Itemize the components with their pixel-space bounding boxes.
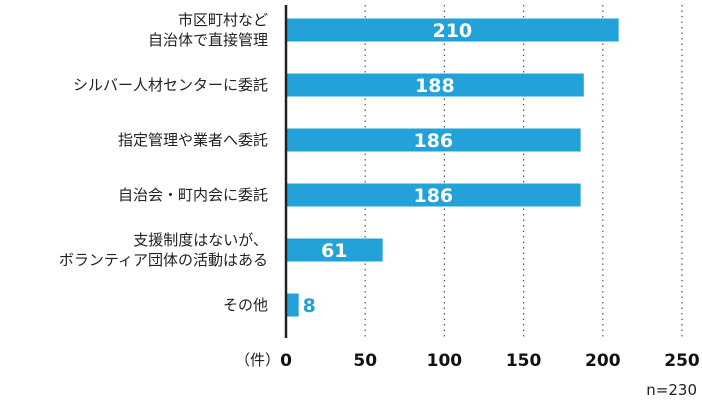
sample-size-note: n=230 [646, 381, 697, 399]
x-tick-label: 250 [664, 351, 700, 371]
bar [286, 238, 383, 262]
category-label: 指定管理や業者へ委託 [118, 131, 268, 149]
data-label: 186 [413, 185, 453, 207]
category-label: 自治会・町内会に委託 [118, 186, 268, 204]
x-tick-labels: 0 50 100 150 200 250 [280, 351, 700, 371]
data-label: 188 [415, 75, 455, 97]
data-label: 210 [432, 20, 472, 42]
x-axis-unit-label: （件） [235, 351, 280, 369]
category-label: ボランティア団体の活動はある [59, 251, 268, 269]
bar [286, 73, 584, 97]
bar [286, 293, 299, 317]
x-tick-label: 150 [506, 351, 542, 371]
category-labels: 市区町村など自治体で直接管理シルバー人材センターに委託指定管理や業者へ委託自治会… [59, 11, 268, 314]
bars: 210 188 186 186 61 8 [286, 18, 619, 317]
bar [286, 183, 581, 207]
x-tick-label: 50 [353, 351, 377, 371]
category-label: 自治体で直接管理 [148, 31, 268, 49]
category-label: 市区町村など [178, 11, 268, 29]
data-label: 8 [303, 295, 316, 317]
data-label: 61 [321, 240, 347, 262]
category-label: シルバー人材センターに委託 [73, 76, 268, 94]
data-label: 186 [413, 130, 453, 152]
x-tick-label: 100 [427, 351, 463, 371]
grid-lines [364, 5, 683, 338]
category-label: その他 [223, 296, 268, 314]
category-label: 支援制度はないが、 [133, 231, 268, 249]
bar [286, 18, 619, 42]
x-tick-label: 200 [585, 351, 621, 371]
bar [286, 128, 581, 152]
x-tick-label: 0 [280, 351, 292, 371]
